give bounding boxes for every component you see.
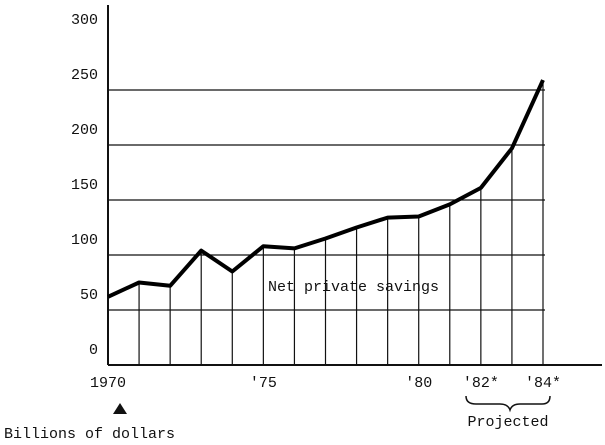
y-tick-label: 150 xyxy=(71,177,98,194)
series-label: Net private savings xyxy=(268,279,439,296)
x-tick-label: '75 xyxy=(250,375,277,392)
x-tick-label: '84* xyxy=(525,375,561,392)
projected-brace xyxy=(465,395,551,413)
y-tick-label: 300 xyxy=(71,12,98,29)
y-tick-label: 250 xyxy=(71,67,98,84)
y-tick-label: 50 xyxy=(80,287,98,304)
axis-pointer xyxy=(113,403,127,414)
x-tick-label: 1970 xyxy=(90,375,126,392)
y-axis-label: Billions of dollars xyxy=(4,426,175,443)
y-tick-label: 100 xyxy=(71,232,98,249)
y-tick-label: 0 xyxy=(89,342,98,359)
y-tick-label: 200 xyxy=(71,122,98,139)
line xyxy=(107,79,545,299)
x-tick-label: '82* xyxy=(463,375,499,392)
x-tick-label: '80 xyxy=(405,375,432,392)
annotation: Projected xyxy=(467,414,548,431)
